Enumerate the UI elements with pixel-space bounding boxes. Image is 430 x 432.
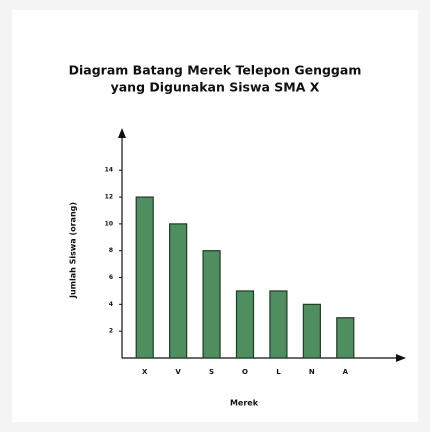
y-tick-label: 12 bbox=[105, 194, 113, 201]
y-tick-label: 4 bbox=[109, 301, 113, 308]
x-tick-label: V bbox=[175, 368, 181, 376]
bar bbox=[336, 317, 355, 359]
x-axis-label: Merek bbox=[230, 399, 259, 408]
bar bbox=[235, 290, 255, 359]
y-tick-label: 8 bbox=[109, 247, 113, 254]
x-tick-label: S bbox=[209, 368, 214, 376]
bar bbox=[202, 250, 221, 359]
x-tick-label: O bbox=[242, 368, 248, 376]
y-tick-label: 6 bbox=[109, 274, 113, 281]
chart-title: Diagram Batang Merek Telepon Genggam bbox=[69, 63, 362, 78]
bar bbox=[135, 196, 154, 359]
bar bbox=[302, 303, 321, 359]
bar bbox=[169, 223, 188, 359]
y-axis-label: Jumlah Siswa (orang) bbox=[69, 202, 78, 299]
y-tick-label: 14 bbox=[105, 167, 113, 174]
x-tick-label: N bbox=[309, 368, 315, 376]
x-tick-label: L bbox=[276, 368, 281, 376]
x-tick-label: A bbox=[343, 368, 349, 376]
x-axis-arrow bbox=[396, 354, 406, 362]
x-tick-label: X bbox=[142, 368, 148, 376]
y-axis-arrow bbox=[118, 128, 126, 138]
y-tick-label: 2 bbox=[109, 328, 113, 335]
bar bbox=[269, 290, 288, 359]
chart-title: yang Digunakan Siswa SMA X bbox=[111, 80, 320, 95]
y-tick-label: 10 bbox=[105, 220, 113, 227]
